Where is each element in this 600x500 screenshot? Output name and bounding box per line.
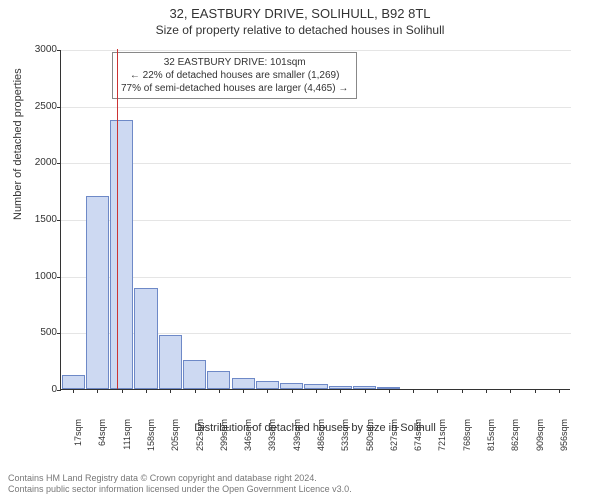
footer-line-1: Contains HM Land Registry data © Crown c… [8,473,352,485]
xtick-mark [437,389,438,393]
xtick-mark [122,389,123,393]
histogram-bar [183,360,206,389]
gridline [61,220,571,221]
xtick-mark [365,389,366,393]
footer-attribution: Contains HM Land Registry data © Crown c… [8,473,352,496]
xtick-mark [219,389,220,393]
plot-region: 05001000150020002500300017sqm64sqm111sqm… [60,50,570,390]
xtick-mark [462,389,463,393]
xtick-mark [146,389,147,393]
xtick-mark [267,389,268,393]
histogram-bar [110,120,133,389]
ytick-mark [57,390,61,391]
xtick-mark [292,389,293,393]
histogram-bar [256,381,279,389]
ytick-label: 1000 [25,271,57,282]
ytick-label: 3000 [25,44,57,55]
histogram-bar [232,378,255,389]
ytick-label: 0 [25,384,57,395]
ytick-mark [57,277,61,278]
xtick-mark [510,389,511,393]
gridline [61,163,571,164]
ytick-label: 500 [25,327,57,338]
page-title: 32, EASTBURY DRIVE, SOLIHULL, B92 8TL [0,0,600,21]
gridline [61,277,571,278]
histogram-bar [86,196,109,389]
xtick-mark [340,389,341,393]
gridline [61,107,571,108]
ytick-mark [57,163,61,164]
xtick-mark [170,389,171,393]
y-axis-label: Number of detached properties [12,68,24,220]
ytick-mark [57,333,61,334]
xtick-mark [73,389,74,393]
histogram-bar [62,375,85,389]
ytick-mark [57,50,61,51]
xtick-mark [535,389,536,393]
ytick-mark [57,107,61,108]
x-axis-label: Distribution of detached houses by size … [60,422,570,434]
property-marker-line [117,49,118,389]
xtick-mark [413,389,414,393]
ytick-mark [57,220,61,221]
xtick-mark [486,389,487,393]
footer-line-2: Contains public sector information licen… [8,484,352,496]
histogram-bar [159,335,182,389]
ytick-label: 2000 [25,157,57,168]
ytick-label: 1500 [25,214,57,225]
histogram-bar [207,371,230,389]
xtick-mark [559,389,560,393]
page-subtitle: Size of property relative to detached ho… [0,21,600,37]
ytick-label: 2500 [25,101,57,112]
xtick-mark [316,389,317,393]
xtick-mark [243,389,244,393]
xtick-mark [97,389,98,393]
gridline [61,50,571,51]
histogram-bar [134,288,157,389]
xtick-mark [389,389,390,393]
xtick-mark [195,389,196,393]
chart-area: Number of detached properties 0500100015… [60,50,570,430]
